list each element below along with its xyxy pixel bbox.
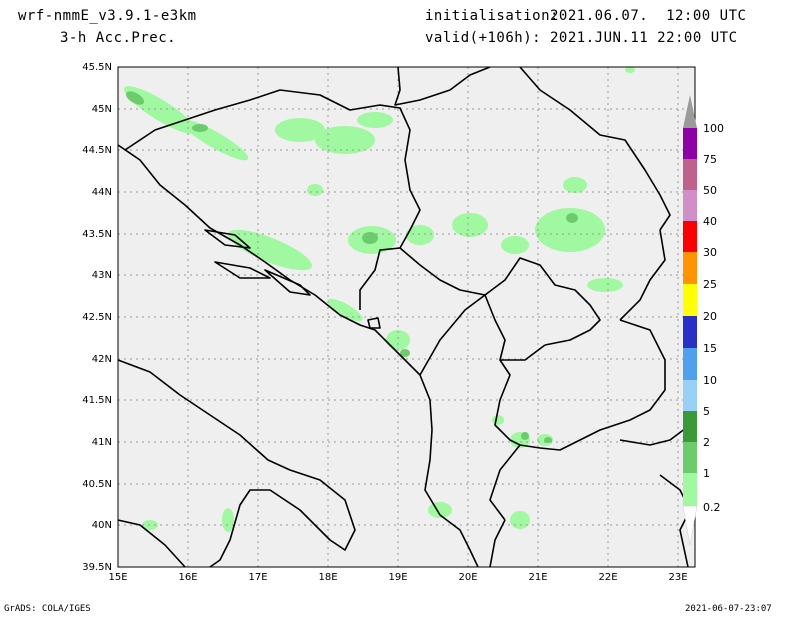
colorbar-labels: 100 75 50 40 30 25 20 15 10 5 2 1 0.2 [703,122,724,514]
colorbar-2 [683,442,697,473]
colorbar-label: 30 [703,246,717,259]
lon-label: 17E [248,572,267,583]
colorbar-40 [683,221,697,252]
italy-coast [117,359,356,568]
kosovo-border [399,247,601,346]
lat-label: 45.5N [82,62,112,73]
valid-label: valid(+106h): [425,30,542,46]
italy-heel [117,519,186,568]
colorbar-30 [683,252,697,284]
init-value: 2021.06.07. 12:00 UTC [550,8,747,24]
lon-axis: 15E 16E 17E 18E 19E 20E 21E 22E 23E [108,572,687,583]
colorbar-label: 2 [703,436,710,449]
colorbar-label: 15 [703,342,717,355]
colorbar-label: 25 [703,278,717,291]
lat-label: 39.5N [82,562,112,573]
colorbar-20 [683,316,697,348]
croatia-bosnia-border [124,89,421,249]
serbia-romania-border [519,66,671,231]
colorbar-label: 5 [703,405,710,418]
lon-label: 22E [598,572,617,583]
colorbar-label: 40 [703,215,717,228]
lat-label: 43.5N [82,229,112,240]
colorbar-15 [683,348,697,380]
colorbar-label: 20 [703,310,717,323]
colorbar-5 [683,411,697,442]
model-name: wrf-nmmE_v3.9.1-e3km [18,8,197,24]
bulgaria-macedonia-border [539,319,666,451]
colorbar-label: 75 [703,153,717,166]
colorbar-100 [683,128,697,159]
lat-axis: 45.5N 45N 44.5N 44N 43.5N 43N 42.5N 42N … [82,62,112,573]
colorbar-25 [683,284,697,316]
lon-label: 18E [318,572,337,583]
footer-credit: GrADS: COLA/IGES [4,604,91,614]
lake-shkodra [367,317,381,329]
colorbar-75 [683,159,697,190]
lat-label: 44N [92,187,112,198]
colorbar-50 [683,190,697,221]
lat-label: 40.5N [82,479,112,490]
lon-label: 19E [388,572,407,583]
colorbar-1 [683,473,697,506]
lon-label: 16E [178,572,197,583]
lat-label: 44.5N [82,145,112,156]
lat-label: 40N [92,520,112,531]
lat-label: 43N [92,270,112,281]
lon-label: 21E [528,572,547,583]
footer-timestamp: 2021-06-07-23:07 [685,604,772,614]
lat-label: 45N [92,104,112,115]
colorbar-label: 100 [703,122,724,135]
precipitation-cores [125,91,578,443]
lon-label: 20E [458,572,477,583]
colorbar-label: 0.2 [703,501,721,514]
init-label: initialisation: [425,8,559,24]
colorbar-label: 50 [703,184,717,197]
valid-value: 2021.JUN.11 22:00 UTC [550,30,738,46]
colorbar-label: 1 [703,467,710,480]
lat-label: 41.5N [82,395,112,406]
coastlines-borders [117,66,691,568]
greece-border [489,344,546,521]
field-name: 3-h Acc.Prec. [60,30,177,46]
colorbar-10 [683,380,697,411]
lat-label: 42.5N [82,312,112,323]
adriatic-east-coast [117,144,479,568]
colorbar-top-arrow [683,95,697,128]
colorbar-bottom-arrow [682,505,698,546]
lon-label: 23E [668,572,687,583]
serbia-bulgaria-border [619,229,666,321]
islands-2 [214,261,271,279]
colorbar-label: 10 [703,374,717,387]
lat-label: 42N [92,354,112,365]
montenegro-border [359,247,401,310]
lon-label: 15E [108,572,127,583]
hungary-serbia-border [394,66,491,106]
colorbar [682,95,698,546]
islands-1 [204,229,251,249]
lat-label: 41N [92,437,112,448]
islands-3 [264,269,311,296]
